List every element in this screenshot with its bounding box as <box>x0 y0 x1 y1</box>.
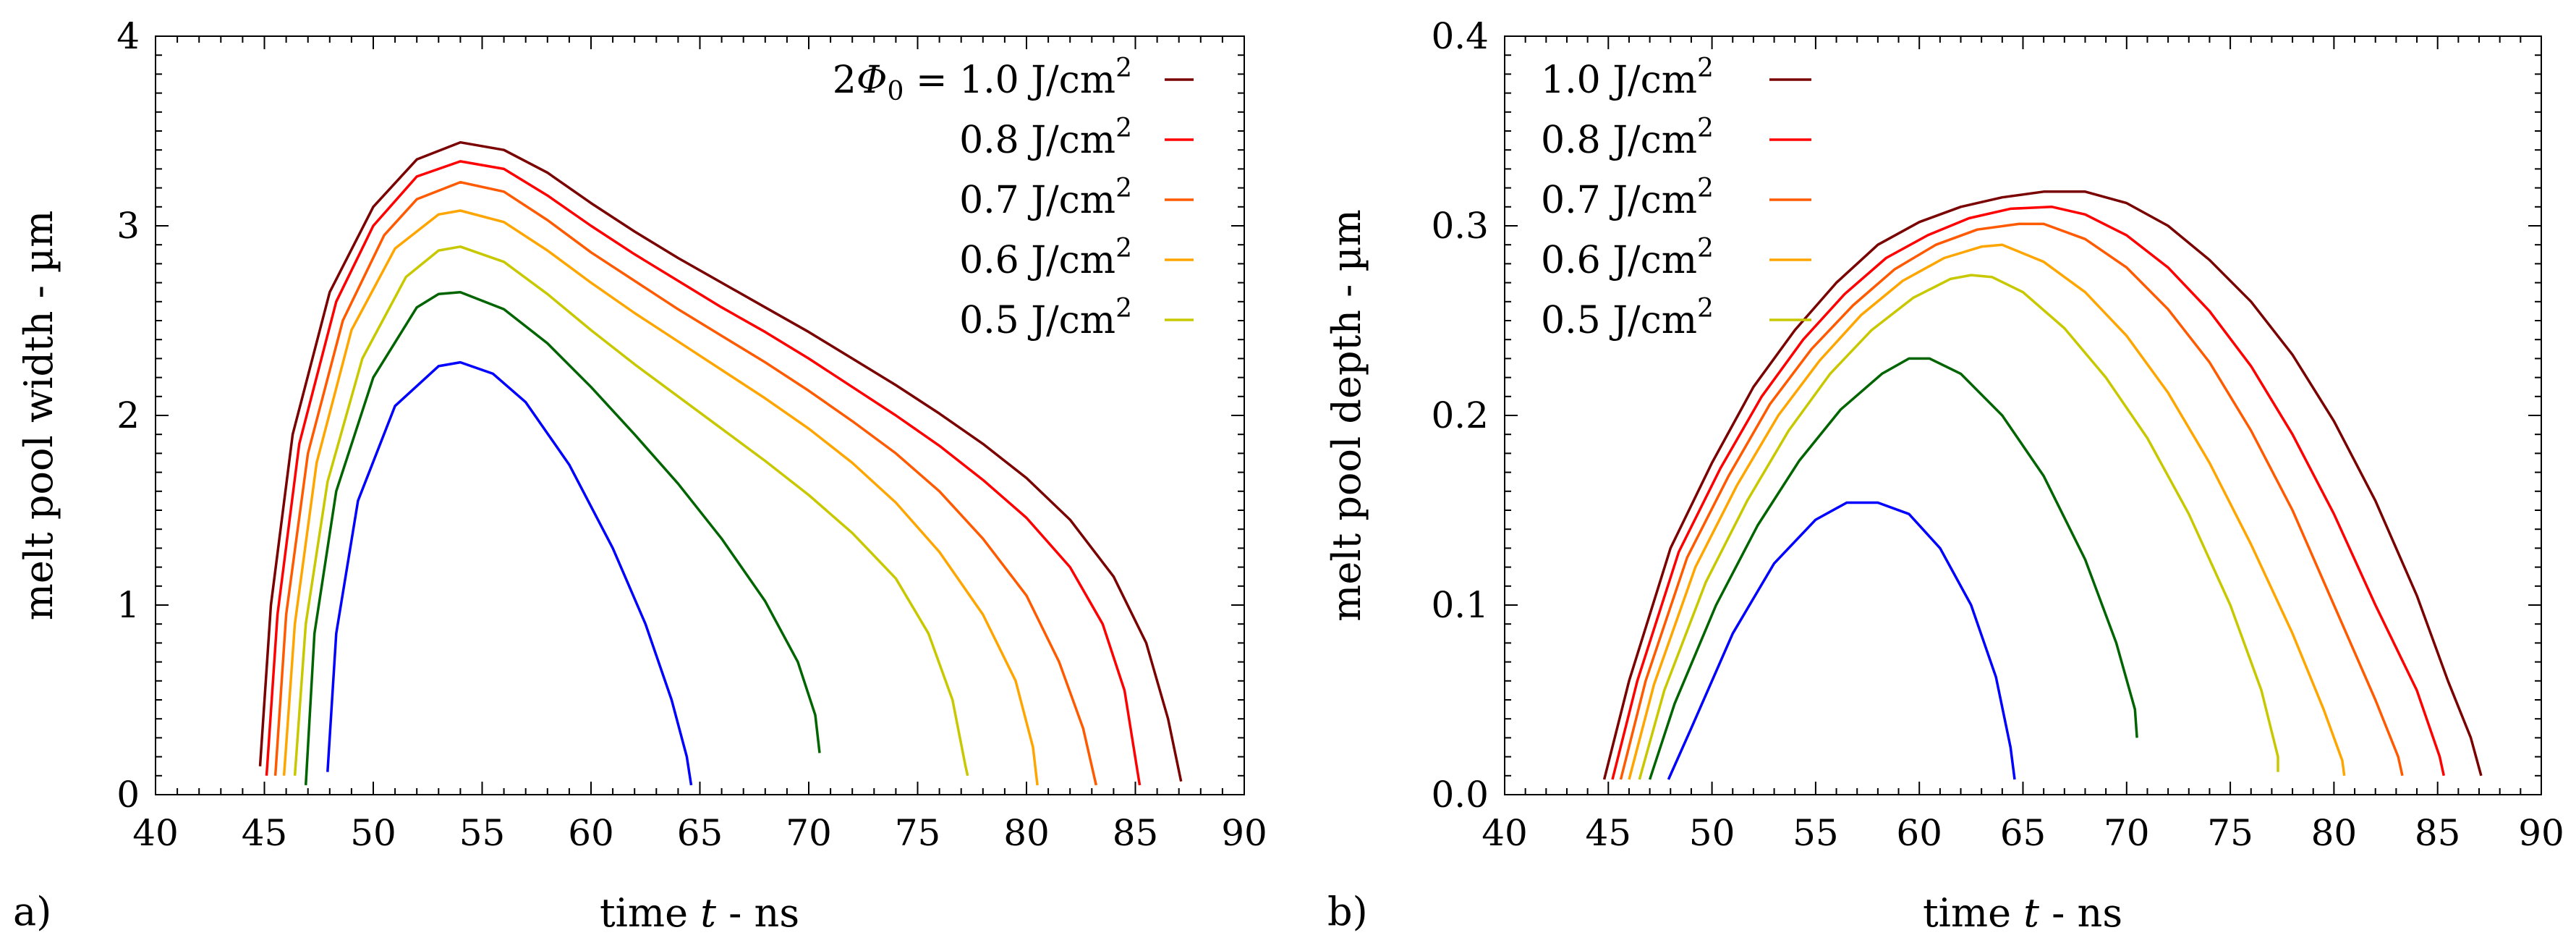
x-tick-label: 75 <box>895 812 941 854</box>
series-line-0-5-J-cm2 <box>293 245 969 777</box>
x-tick-label: 75 <box>2207 812 2253 854</box>
x-tick-label: 50 <box>350 812 396 854</box>
panel-b-xlabel: time t - ns <box>1923 890 2122 936</box>
series-line-0-8-J-cm2 <box>1611 206 2446 780</box>
series-line-0-8-J-cm2 <box>265 160 1142 786</box>
panel-a-width-chart: 40 45 50 55 60 65 70 75 80 85 90 0 1 2 3 4 2Φ0 = 1.0 J/… <box>13 15 1267 936</box>
x-tick-label: 60 <box>1896 812 1942 854</box>
series-line-0-5-J-cm2 <box>1638 274 2279 780</box>
series-line-0-6-J-cm2 <box>282 209 1039 786</box>
panel-b-legend: 1.0 J/cm2 0.8 J/cm2 0.7 J/cm2 0.6 J/cm2 0.5 … <box>1541 54 1811 342</box>
x-tick-label: 55 <box>459 812 506 854</box>
x-tick-label: 50 <box>1689 812 1735 854</box>
x-tick-label: 70 <box>786 812 832 854</box>
series-line-0-3-J-cm2 <box>1667 501 2016 780</box>
panel-a-ticks: 40 45 50 55 60 65 70 75 80 85 90 0 1 2 3 4 <box>116 15 1267 854</box>
x-tick-label: 70 <box>2104 812 2150 854</box>
x-tick-label: 85 <box>2415 812 2461 854</box>
panel-a-legend: 2Φ0 = 1.0 J/cm2 0.8 J/cm2 0.7 J/cm2 0.6 J/c… <box>833 54 1194 342</box>
legend-entry-label: 0.6 J/cm2 <box>959 234 1132 282</box>
x-tick-label: 40 <box>132 812 179 854</box>
panel-b-ticks: 40 45 50 55 60 65 70 75 80 85 90 0.0 0.1 0.2 0.3 0.4 <box>1431 15 2564 854</box>
legend-entry-label: 0.5 J/cm2 <box>1541 294 1714 342</box>
y-tick-label: 2 <box>116 394 140 436</box>
y-tick-label: 4 <box>116 15 140 57</box>
legend-entry-label: 0.7 J/cm2 <box>959 174 1132 222</box>
panel-a-ylabel: melt pool width - µm <box>16 211 61 621</box>
legend-entry-label: 0.8 J/cm2 <box>1541 114 1714 162</box>
y-tick-label: 3 <box>116 205 140 247</box>
x-tick-label: 80 <box>2311 812 2358 854</box>
x-tick-label: 90 <box>1221 812 1267 854</box>
series-line-1-0-J-cm2 <box>258 140 1183 782</box>
series-line-0-4-J-cm2 <box>304 290 821 786</box>
legend-entry-label: 0.8 J/cm2 <box>959 114 1132 162</box>
x-tick-label: 55 <box>1793 812 1839 854</box>
panel-a-tag: a) <box>13 889 51 934</box>
legend-entry-label: 0.5 J/cm2 <box>959 294 1132 342</box>
legend-entry-label: 1.0 J/cm2 <box>1541 54 1714 102</box>
y-tick-label: 0.0 <box>1431 774 1489 816</box>
y-tick-label: 0.3 <box>1431 205 1489 247</box>
panel-b-ylabel: melt pool depth - µm <box>1324 209 1369 622</box>
panel-b-tag: b) <box>1327 889 1368 934</box>
series-line-0-6-J-cm2 <box>1628 243 2346 780</box>
panel-b-depth-chart: 40 45 50 55 60 65 70 75 80 85 90 0.0 0.1 0.2 0.3 0.4 1.… <box>1324 15 2564 936</box>
x-tick-label: 85 <box>1113 812 1159 854</box>
legend-entry-label: 0.6 J/cm2 <box>1541 234 1714 282</box>
x-tick-label: 90 <box>2518 812 2564 854</box>
x-tick-label: 45 <box>1585 812 1631 854</box>
legend-entry-label: 0.7 J/cm2 <box>1541 174 1714 222</box>
y-tick-label: 0.4 <box>1431 15 1489 57</box>
x-tick-label: 65 <box>2000 812 2046 854</box>
x-tick-label: 40 <box>1482 812 1528 854</box>
legend-entry-label: 2Φ0 = 1.0 J/cm2 <box>833 54 1132 106</box>
series-line-1-0-J-cm2 <box>1602 190 2483 780</box>
y-tick-label: 1 <box>116 584 140 626</box>
series-line-0-4-J-cm2 <box>1648 357 2138 780</box>
panel-a-xlabel: time t - ns <box>600 890 799 936</box>
y-tick-label: 0 <box>116 774 140 816</box>
series-line-0-7-J-cm2 <box>1619 222 2404 780</box>
x-tick-label: 45 <box>242 812 288 854</box>
y-tick-label: 0.1 <box>1431 584 1489 626</box>
series-line-0-7-J-cm2 <box>273 180 1098 786</box>
series-line-0-3-J-cm2 <box>326 360 693 786</box>
x-tick-label: 60 <box>568 812 614 854</box>
y-tick-label: 0.2 <box>1431 394 1489 436</box>
x-tick-label: 80 <box>1003 812 1050 854</box>
x-tick-label: 65 <box>677 812 723 854</box>
panel-b-series <box>1602 190 2483 780</box>
panel-a-series <box>258 140 1183 786</box>
